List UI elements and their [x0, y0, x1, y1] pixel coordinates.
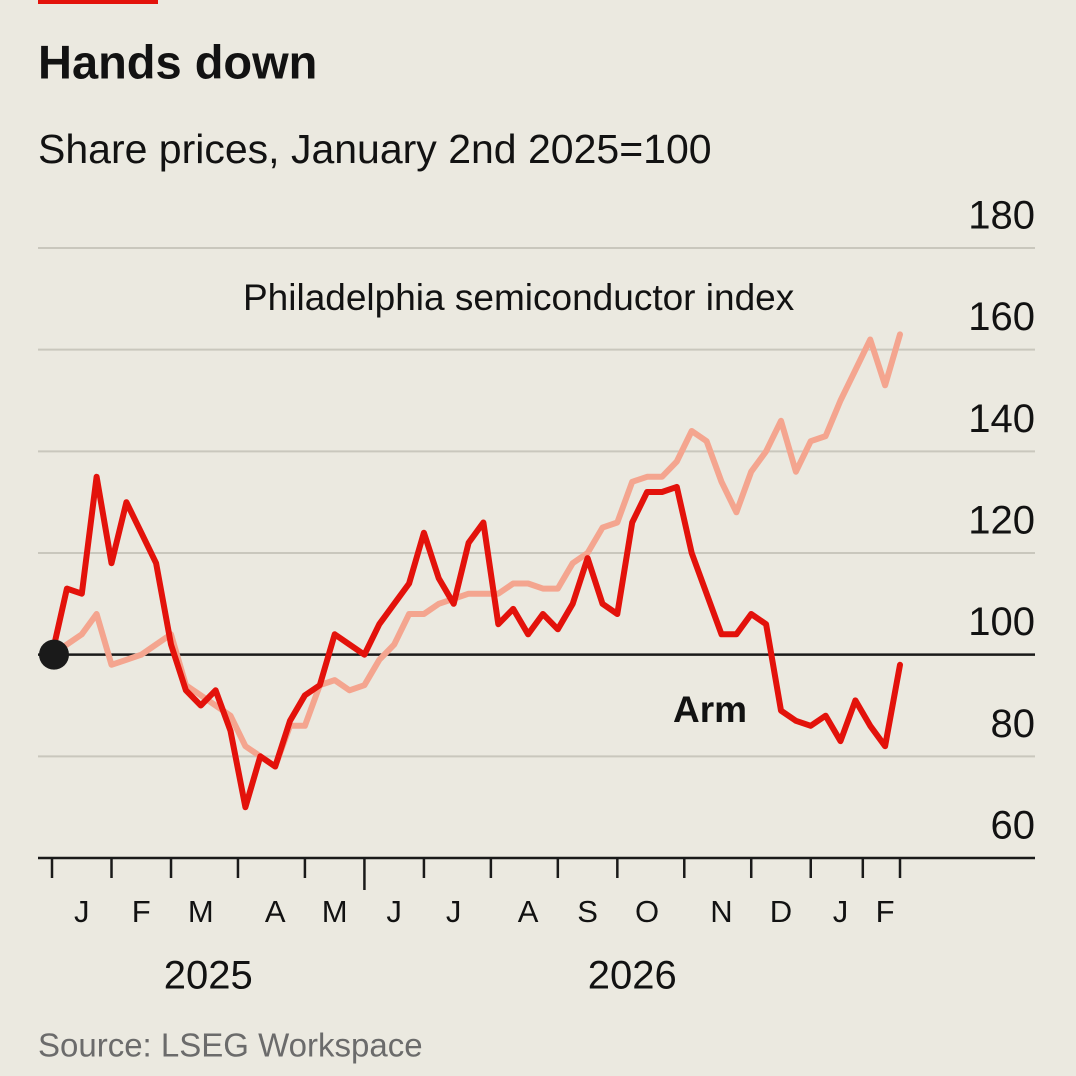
- x-tick-label: F: [876, 894, 895, 929]
- source-note: Source: LSEG Workspace: [38, 1027, 423, 1064]
- series-label: Philadelphia semiconductor index: [243, 277, 795, 318]
- y-tick-label: 160: [968, 295, 1035, 339]
- brand-bar: [38, 0, 158, 4]
- series-line: [49, 473, 903, 811]
- series-line: [49, 331, 903, 770]
- y-tick-label: 80: [991, 702, 1036, 746]
- x-tick-label: O: [635, 894, 659, 929]
- x-tick-label: N: [710, 894, 732, 929]
- x-tick-label: S: [577, 894, 598, 929]
- start-marker: [39, 639, 69, 670]
- y-tick-label: 100: [968, 600, 1035, 644]
- x-tick-label: M: [322, 894, 348, 929]
- x-tick-label: J: [833, 894, 849, 929]
- x-group-label: 2026: [588, 954, 677, 998]
- chart-title: Hands down: [38, 35, 317, 88]
- y-tick-label: 120: [968, 499, 1035, 543]
- x-tick-label: M: [188, 894, 214, 929]
- chart-subtitle: Share prices, January 2nd 2025=100: [38, 126, 712, 172]
- x-tick-label: A: [518, 894, 539, 929]
- y-tick-label: 60: [991, 804, 1036, 848]
- series-label: Arm: [673, 689, 747, 730]
- y-tick-label: 180: [968, 194, 1035, 238]
- x-tick-label: D: [770, 894, 792, 929]
- x-tick-label: J: [74, 894, 90, 929]
- x-tick-label: J: [386, 894, 402, 929]
- x-tick-label: J: [446, 894, 462, 929]
- x-tick-label: F: [132, 894, 151, 929]
- y-tick-label: 140: [968, 397, 1035, 441]
- x-tick-label: A: [265, 894, 286, 929]
- x-group-label: 2025: [164, 954, 253, 998]
